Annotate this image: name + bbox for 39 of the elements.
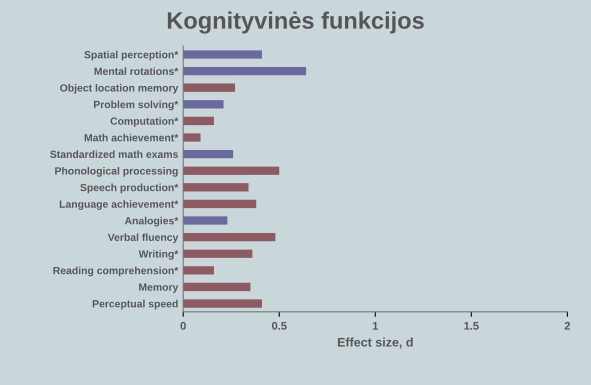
bar bbox=[183, 200, 256, 208]
x-axis-title: Effect size, d bbox=[338, 337, 413, 348]
bar bbox=[183, 282, 250, 292]
x-tick-label: 2 bbox=[564, 322, 570, 330]
bar bbox=[183, 232, 276, 242]
y-tick-label: Reading comprehension* bbox=[53, 266, 178, 276]
x-tick-label: 0 bbox=[180, 322, 186, 330]
bar bbox=[183, 183, 249, 192]
y-tick-label: Perceptual speed bbox=[92, 300, 178, 310]
bar bbox=[183, 150, 234, 158]
y-tick-label: Spatial perception* bbox=[84, 50, 178, 60]
bar bbox=[183, 216, 228, 225]
bar bbox=[183, 299, 262, 308]
bar bbox=[183, 50, 262, 59]
x-tick-label: 0.5 bbox=[272, 322, 287, 330]
bar bbox=[183, 133, 200, 142]
bar bbox=[183, 84, 236, 92]
y-tick-label: Memory bbox=[139, 284, 178, 293]
y-tick-label: Math achievement* bbox=[84, 134, 178, 142]
y-tick-label: Writing* bbox=[138, 250, 178, 260]
y-tick-label: Computation* bbox=[110, 117, 178, 127]
x-tick-label: 1 bbox=[372, 322, 378, 330]
y-tick-label: Mental rotations* bbox=[94, 67, 178, 75]
bar bbox=[183, 66, 306, 76]
bar bbox=[183, 266, 214, 274]
y-tick-label: Verbal fluency bbox=[108, 233, 178, 244]
y-tick-label: Object location memory bbox=[60, 84, 178, 94]
x-tick-label: 1.5 bbox=[464, 322, 479, 330]
bar bbox=[183, 250, 252, 258]
y-tick-label: Language achievement* bbox=[60, 200, 178, 210]
bar bbox=[183, 100, 224, 108]
y-tick-label: Speech production* bbox=[80, 184, 178, 194]
y-tick-label: Problem solving* bbox=[94, 100, 178, 110]
y-tick-label: Phonological processing bbox=[55, 166, 178, 177]
y-tick-label: Standardized math exams bbox=[50, 150, 178, 158]
bar bbox=[183, 166, 280, 175]
chart-title: Kognityvinės funkcijos bbox=[168, 12, 424, 34]
y-tick-label: Analogies* bbox=[124, 216, 178, 227]
bar bbox=[183, 116, 214, 126]
